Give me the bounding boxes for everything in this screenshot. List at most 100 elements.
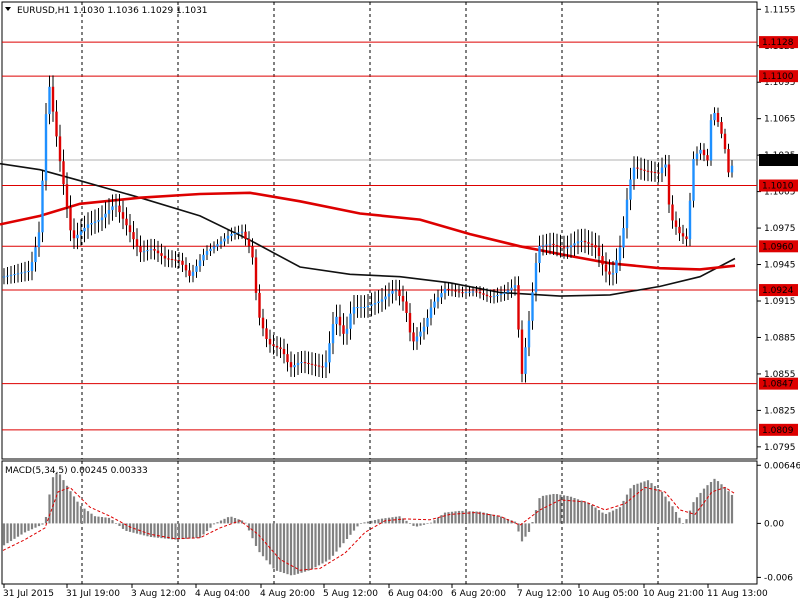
- macd-histogram-bar: [342, 523, 345, 544]
- macd-histogram-bar: [34, 523, 37, 528]
- candle-bull: [492, 296, 496, 298]
- candle-bear: [244, 231, 247, 239]
- symbol-header: EURUSD,H1 1.1030 1.1036 1.1029 1.1031: [17, 6, 208, 16]
- level-badge: [759, 377, 798, 390]
- macd-histogram-bar: [69, 491, 72, 524]
- candle-bear: [667, 164, 671, 205]
- candle-bull: [394, 290, 398, 292]
- level-label: 1.0847: [762, 380, 794, 390]
- macd-histogram-bar: [107, 517, 111, 524]
- macd-histogram-bar: [30, 523, 34, 530]
- candle-bear: [289, 362, 293, 368]
- candle-bear: [478, 291, 482, 294]
- macd-histogram-bar: [608, 512, 611, 524]
- candle-bull: [503, 292, 506, 294]
- candle-bull: [216, 244, 219, 247]
- candle-bull: [618, 247, 622, 261]
- candle-bull: [443, 288, 447, 294]
- candle-bull: [34, 247, 37, 263]
- level-badge: [759, 423, 798, 436]
- candle-bull: [209, 248, 212, 252]
- macd-histogram-bar: [41, 523, 44, 525]
- macd-histogram-bar: [135, 523, 139, 534]
- macd-histogram-bar: [181, 523, 184, 540]
- level-label: 1.1100: [762, 72, 794, 82]
- macd-histogram-bar: [538, 498, 541, 524]
- candle-bear: [51, 86, 55, 112]
- macd-histogram-bar: [100, 517, 104, 524]
- candle-bear: [314, 364, 317, 366]
- macd-histogram-bar: [184, 523, 188, 539]
- candle-bull: [415, 336, 419, 342]
- candle-bull: [538, 245, 541, 264]
- macd-histogram-bar: [695, 497, 699, 524]
- candle-bear: [604, 264, 608, 272]
- candle-bull: [699, 149, 702, 154]
- macd-histogram-bar: [471, 511, 475, 524]
- candle-bear: [286, 354, 289, 363]
- candle-bull: [436, 297, 440, 302]
- macd-histogram-bar: [233, 518, 237, 524]
- candle-bull: [548, 243, 552, 245]
- price-axis-label: 1.1005: [764, 188, 796, 198]
- macd-histogram-bar: [104, 517, 107, 524]
- candle-bull: [16, 273, 20, 275]
- macd-histogram-bar: [587, 503, 590, 524]
- candle-bear: [461, 292, 464, 294]
- candle-bear: [447, 288, 450, 290]
- candle-bull: [384, 296, 387, 300]
- candle-bull: [709, 120, 713, 161]
- time-axis-label: 10 Aug 21:00: [643, 589, 704, 599]
- level-label: 1.1010: [762, 182, 794, 192]
- macd-histogram-bar: [615, 508, 618, 524]
- macd-histogram-bar: [622, 500, 625, 524]
- macd-histogram-bar: [667, 501, 671, 524]
- candle-bull: [730, 165, 734, 173]
- macd-histogram-bar: [118, 523, 121, 526]
- macd-histogram-bar: [433, 520, 436, 524]
- candle-bull: [387, 293, 391, 297]
- candle-bear: [727, 149, 730, 173]
- time-axis-label: 6 Aug 04:00: [388, 589, 443, 599]
- dropdown-triangle-icon[interactable]: [5, 7, 11, 11]
- macd-histogram-bar: [576, 499, 580, 524]
- macd-histogram-bar: [167, 523, 170, 539]
- candle-bull: [373, 303, 377, 305]
- candle-bull: [510, 287, 513, 291]
- candle-bull: [93, 221, 97, 224]
- candle-bull: [324, 362, 328, 368]
- macd-histogram-bar: [730, 494, 734, 524]
- candle-bull: [380, 299, 384, 302]
- candle-bull: [223, 238, 226, 242]
- time-axis-label: 6 Aug 20:00: [451, 589, 506, 599]
- macd-histogram-bar: [128, 523, 132, 532]
- candle-bull: [237, 232, 240, 234]
- macd-histogram-bar: [230, 516, 233, 524]
- macd-histogram-bar: [436, 517, 440, 524]
- macd-histogram-bar: [468, 511, 471, 524]
- macd-histogram-bar: [65, 485, 69, 524]
- level-label: 1.0809: [762, 426, 794, 436]
- macd-histogram-bar: [699, 492, 702, 524]
- candle-bull: [580, 240, 583, 242]
- macd-histogram-bar: [289, 523, 293, 576]
- macd-histogram-bar: [440, 515, 443, 524]
- candle-bear: [258, 292, 261, 318]
- macd-histogram-bar: [363, 522, 366, 524]
- candle-bear: [139, 246, 142, 253]
- price-axis-label: 1.1095: [764, 78, 796, 88]
- candle-bull: [576, 241, 580, 244]
- macd-histogram-bar: [520, 523, 524, 542]
- candle-bull: [625, 199, 629, 229]
- time-axis-label: 4 Aug 04:00: [195, 589, 250, 599]
- macd-histogram-bar: [202, 523, 205, 535]
- macd-histogram-bar: [212, 523, 216, 525]
- price-axis-label: 1.0885: [764, 333, 796, 343]
- candle-bear: [520, 329, 524, 374]
- candle-bull: [377, 301, 380, 304]
- macd-histogram-bar: [345, 523, 349, 539]
- macd-histogram-bar: [475, 511, 478, 524]
- candle-bear: [310, 363, 314, 365]
- candle-bear: [121, 212, 125, 219]
